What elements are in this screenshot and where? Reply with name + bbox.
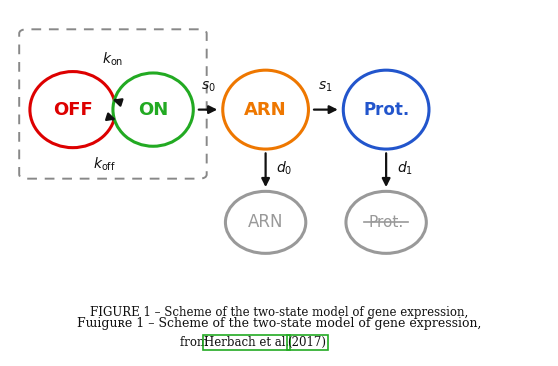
Text: ON: ON — [138, 101, 169, 119]
Ellipse shape — [225, 191, 306, 253]
Ellipse shape — [223, 70, 309, 149]
Text: OFF: OFF — [53, 101, 93, 119]
Text: from: from — [180, 336, 212, 349]
Text: Herbach et al.: Herbach et al. — [204, 336, 289, 349]
Text: Prot.: Prot. — [368, 215, 404, 230]
Text: Fɯiguʀe 1 – Scheme of the two-state model of gene expression,: Fɯiguʀe 1 – Scheme of the two-state mode… — [77, 317, 481, 330]
Ellipse shape — [346, 191, 426, 253]
Text: $s_0$: $s_0$ — [201, 80, 215, 94]
Text: FIGURE 1 – Scheme of the two-state model of gene expression,: FIGURE 1 – Scheme of the two-state model… — [90, 306, 468, 319]
Text: $d_1$: $d_1$ — [397, 160, 413, 178]
Text: Prot.: Prot. — [363, 101, 409, 119]
Text: ARN: ARN — [244, 101, 287, 119]
Text: $d_0$: $d_0$ — [276, 160, 292, 178]
Text: ARN: ARN — [248, 213, 283, 231]
Text: $k_{\mathregular{on}}$: $k_{\mathregular{on}}$ — [102, 50, 124, 68]
Ellipse shape — [30, 72, 116, 147]
Text: (2017): (2017) — [287, 336, 326, 349]
Ellipse shape — [343, 70, 429, 149]
Ellipse shape — [113, 73, 193, 146]
Text: $s_1$: $s_1$ — [319, 80, 333, 94]
Text: $k_{\mathregular{off}}$: $k_{\mathregular{off}}$ — [93, 156, 117, 173]
